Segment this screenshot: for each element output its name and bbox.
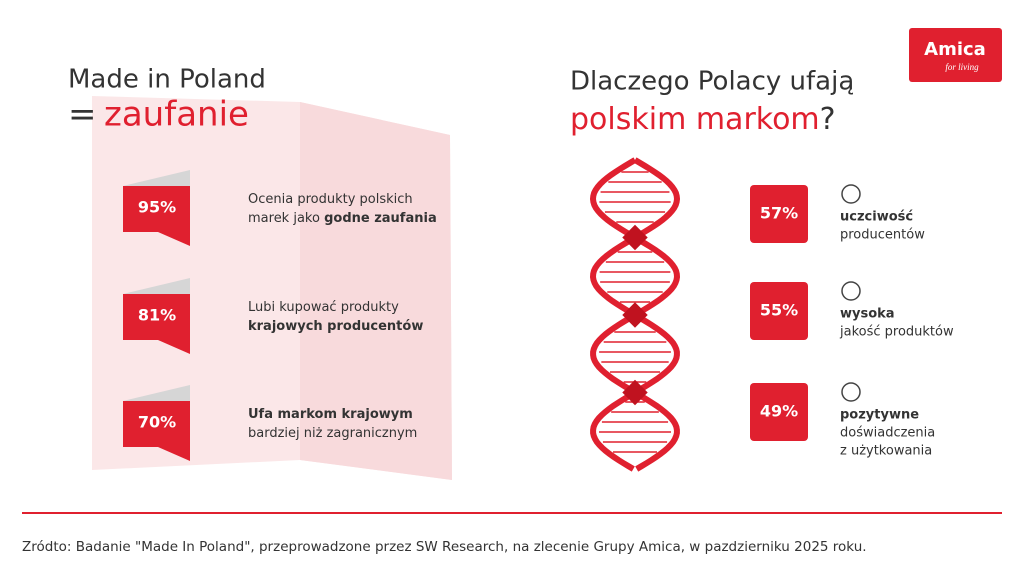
badge-value: 95% [138, 198, 176, 217]
item-icon [841, 184, 861, 204]
badge [123, 186, 190, 246]
item-text-part: Ocenia produkty polskich [248, 192, 413, 207]
badge [123, 294, 190, 354]
badge-fold [123, 385, 190, 401]
item-text: z użytkowania [840, 444, 932, 459]
item-text-part: bardziej niż zagranicznym [248, 426, 417, 441]
item-text: producentów [840, 228, 925, 243]
item-text-part: godne zaufania [324, 211, 437, 226]
badge-value: 81% [138, 306, 176, 325]
right-title-mark: ? [820, 102, 836, 137]
logo-tagline: for living [945, 62, 979, 72]
badge-value: 55% [760, 301, 798, 320]
badge-fold [123, 278, 190, 294]
item-text: wysoka [840, 307, 895, 322]
badge [750, 282, 808, 340]
badge-value: 70% [138, 413, 176, 432]
badge [123, 401, 190, 461]
item-text-part: marek jako [248, 211, 324, 226]
item-text: Ufa markom krajowym [248, 407, 413, 422]
left-panel-fold [300, 102, 452, 480]
item-text: marek jako godne zaufania [248, 211, 437, 226]
dna-node [622, 224, 648, 251]
item-text: jakość produktów [839, 325, 954, 340]
right-title-accent-text: polskim markom [570, 102, 820, 137]
dna-node [622, 302, 648, 328]
footer-source: Zródto: Badanie "Made In Poland", przepr… [22, 539, 867, 555]
logo-box [909, 28, 1002, 82]
item-text: doświadczenia [840, 426, 935, 441]
left-title: Made in Poland [68, 65, 266, 95]
item-text-part: Lubi kupować produkty [248, 300, 399, 315]
item-text: krajowych producentów [248, 319, 423, 334]
item-icon [841, 281, 861, 301]
right-title: Dlaczego Polacy ufają [570, 67, 854, 97]
item-text: uczciwość [840, 210, 913, 225]
left-title-accent: zaufanie [104, 95, 249, 135]
left-title-eq: = [68, 95, 97, 135]
item-text: Ocenia produkty polskich [248, 192, 413, 207]
logo-name: Amica [924, 39, 986, 60]
badge-value: 57% [760, 204, 798, 223]
badge-fold [123, 170, 190, 186]
dna-graphic [589, 157, 681, 472]
item-text-part: Ufa markom krajowym [248, 407, 413, 422]
badge [750, 383, 808, 441]
item-text: pozytywne [840, 408, 919, 423]
item-text-part: krajowych producentów [248, 319, 423, 334]
badge [750, 185, 808, 243]
item-text: Lubi kupować produkty [248, 300, 399, 315]
right-title-accent: polskim markom? [570, 102, 836, 137]
badge-value: 49% [760, 402, 798, 421]
dna-node [622, 379, 648, 406]
item-text: bardziej niż zagranicznym [248, 426, 417, 441]
item-icon [841, 382, 861, 402]
